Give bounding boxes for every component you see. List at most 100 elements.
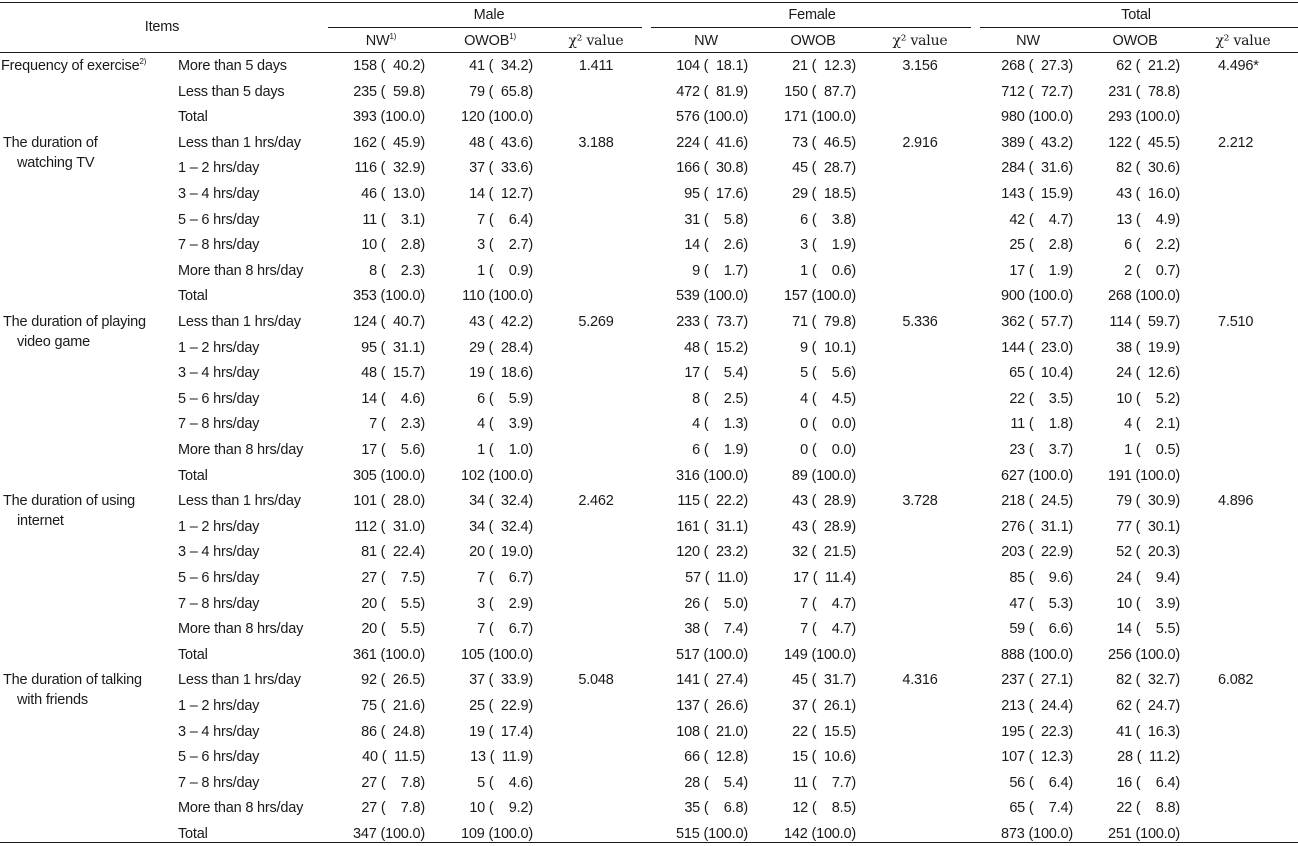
cell-t-ow: 41 ( 16.3)	[1116, 723, 1180, 740]
group-header-female: Female	[788, 7, 836, 23]
row-label: 1 – 2 hrs/day	[178, 339, 260, 356]
section-title: The duration of talking	[3, 672, 142, 689]
cell-f-ow: 32 ( 21.5)	[792, 544, 856, 561]
cell-t-ow: 13 ( 4.9)	[1116, 211, 1180, 228]
group-underline-female	[651, 27, 971, 28]
cell-f-chi: 4.316	[902, 672, 938, 689]
cell-f-nw: 104 ( 18.1)	[676, 58, 748, 74]
cell-t-ow: 10 ( 5.2)	[1116, 390, 1180, 407]
section-title: The duration of playing	[3, 314, 146, 330]
cell-f-ow: 3 ( 1.9)	[800, 237, 856, 254]
cell-f-nw: 6 ( 1.9)	[692, 442, 748, 458]
row-label: Less than 1 hrs/day	[178, 672, 301, 689]
cell-m-ow: 29 ( 28.4)	[469, 339, 533, 356]
cell-t-chi: 7.510	[1218, 314, 1254, 330]
cell-m-nw: 124 ( 40.7)	[353, 314, 425, 330]
cell-m-ow: 7 ( 6.4)	[477, 211, 533, 228]
cell-t-nw: 203 ( 22.9)	[1001, 544, 1073, 561]
cell-f-nw: 28 ( 5.4)	[684, 774, 748, 791]
cell-f-nw: 4 ( 1.3)	[692, 416, 748, 433]
cell-m-ow: 14 ( 12.7)	[469, 186, 533, 202]
cell-m-ow: 110 (100.0)	[462, 288, 533, 305]
cell-f-ow: 43 ( 28.9)	[792, 518, 856, 535]
cell-m-nw: 162 ( 45.9)	[353, 134, 425, 151]
cell-f-nw: 472 ( 81.9)	[676, 83, 748, 100]
cell-m-nw: 101 ( 28.0)	[353, 493, 425, 510]
cell-m-ow: 79 ( 65.8)	[469, 83, 533, 100]
cell-t-nw: 11 ( 1.8)	[1010, 416, 1073, 433]
cell-f-ow: 7 ( 4.7)	[800, 595, 856, 612]
cell-m-ow: 120 (100.0)	[461, 109, 533, 126]
cell-f-nw: 9 ( 1.7)	[692, 262, 748, 279]
cell-m-chi: 5.048	[578, 672, 614, 689]
cell-t-ow: 6 ( 2.2)	[1124, 237, 1180, 254]
cell-m-ow: 7 ( 6.7)	[477, 621, 533, 638]
cell-t-ow: 191 (100.0)	[1108, 467, 1180, 484]
cell-f-nw: 48 ( 15.2)	[684, 339, 748, 356]
cell-m-ow: 6 ( 5.9)	[477, 390, 533, 407]
cell-m-nw: 14 ( 4.6)	[361, 390, 425, 407]
cell-t-nw: 22 ( 3.5)	[1009, 390, 1073, 407]
row-label: 5 – 6 hrs/day	[178, 390, 260, 407]
cell-t-ow: 10 ( 3.9)	[1116, 595, 1180, 612]
cell-t-ow: 293 (100.0)	[1108, 109, 1180, 126]
row-label: More than 8 hrs/day	[178, 262, 304, 279]
section-title: Frequency of exercise2)	[1, 57, 147, 74]
cell-f-nw: 26 ( 5.0)	[684, 595, 748, 612]
cell-f-ow: 89 (100.0)	[791, 467, 856, 484]
cell-f-nw: 137 ( 26.6)	[676, 698, 748, 714]
cell-m-ow: 25 ( 22.9)	[469, 698, 533, 714]
cell-m-chi: 3.188	[578, 134, 614, 151]
cell-t-ow: 268 (100.0)	[1108, 288, 1180, 305]
cell-m-nw: 235 ( 59.8)	[353, 83, 425, 100]
col-header-female-nw: NW	[694, 33, 718, 49]
cell-t-ow: 14 ( 5.5)	[1116, 621, 1180, 638]
cell-t-chi: 4.496*	[1218, 58, 1259, 74]
cell-t-ow: 1 ( 0.5)	[1124, 442, 1180, 458]
cell-t-ow: 82 ( 32.7)	[1116, 672, 1180, 689]
cell-t-nw: 65 ( 7.4)	[1009, 800, 1073, 817]
cell-m-ow: 34 ( 32.4)	[469, 493, 533, 510]
cell-t-ow: 231 ( 78.8)	[1108, 83, 1180, 100]
cell-t-nw: 85 ( 9.6)	[1009, 570, 1073, 586]
cell-m-ow: 13 ( 11.9)	[470, 749, 533, 766]
cell-m-nw: 347 (100.0)	[353, 826, 425, 842]
cell-t-nw: 107 ( 12.3)	[1001, 749, 1073, 766]
cell-f-nw: 57 ( 11.0)	[685, 570, 748, 586]
row-label: More than 8 hrs/day	[178, 442, 304, 458]
cell-t-nw: 389 ( 43.2)	[1001, 134, 1073, 151]
cell-t-ow: 24 ( 9.4)	[1116, 570, 1180, 586]
cell-m-ow: 19 ( 18.6)	[469, 365, 533, 382]
cell-t-ow: 62 ( 21.2)	[1116, 58, 1180, 74]
cell-m-nw: 10 ( 2.8)	[361, 237, 425, 254]
cell-m-ow: 3 ( 2.7)	[477, 237, 533, 254]
cell-m-ow: 20 ( 19.0)	[469, 544, 533, 561]
row-label: Total	[178, 288, 208, 305]
cell-m-nw: 75 ( 21.6)	[361, 698, 425, 714]
cell-m-nw: 92 ( 26.5)	[361, 672, 425, 689]
section-title: The duration of using	[3, 493, 136, 510]
cell-m-nw: 353 (100.0)	[353, 288, 425, 305]
cell-m-ow: 37 ( 33.6)	[469, 160, 533, 177]
cell-m-ow: 19 ( 17.4)	[469, 723, 533, 740]
cell-f-ow: 73 ( 46.5)	[792, 134, 856, 151]
cell-t-ow: 82 ( 30.6)	[1116, 160, 1180, 177]
cell-f-nw: 141 ( 27.4)	[676, 672, 748, 689]
cell-t-ow: 256 (100.0)	[1108, 646, 1180, 663]
row-label: 1 – 2 hrs/day	[178, 160, 260, 177]
cell-t-nw: 144 ( 23.0)	[1001, 339, 1073, 356]
cell-f-nw: 8 ( 2.5)	[692, 390, 748, 407]
cell-m-nw: 20 ( 5.5)	[361, 595, 425, 612]
row-label: 5 – 6 hrs/day	[178, 570, 260, 586]
cell-m-ow: 102 (100.0)	[461, 467, 533, 484]
cell-m-ow: 3 ( 2.9)	[477, 595, 533, 612]
row-label: Total	[178, 109, 208, 126]
cell-t-nw: 17 ( 1.9)	[1009, 262, 1073, 279]
row-label: 3 – 4 hrs/day	[178, 723, 260, 740]
col-header-total-nw: NW	[1016, 33, 1040, 49]
cell-m-ow: 1 ( 1.0)	[477, 442, 533, 458]
cell-f-ow: 45 ( 28.7)	[792, 160, 856, 177]
cell-f-nw: 517 (100.0)	[676, 646, 748, 663]
cell-t-nw: 712 ( 72.7)	[1001, 83, 1073, 100]
